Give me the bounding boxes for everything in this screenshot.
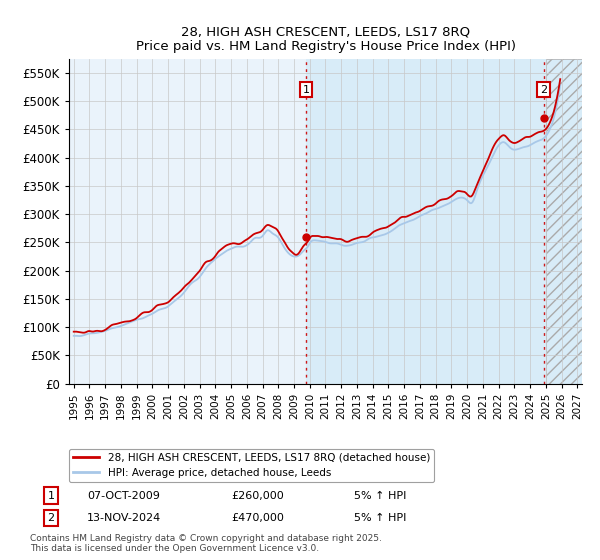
Text: 13-NOV-2024: 13-NOV-2024: [87, 513, 161, 523]
Legend: 28, HIGH ASH CRESCENT, LEEDS, LS17 8RQ (detached house), HPI: Average price, det: 28, HIGH ASH CRESCENT, LEEDS, LS17 8RQ (…: [69, 449, 434, 482]
Text: £470,000: £470,000: [231, 513, 284, 523]
Text: 5% ↑ HPI: 5% ↑ HPI: [354, 513, 406, 523]
Text: Contains HM Land Registry data © Crown copyright and database right 2025.
This d: Contains HM Land Registry data © Crown c…: [30, 534, 382, 553]
Text: £260,000: £260,000: [231, 491, 284, 501]
Text: 2: 2: [540, 85, 547, 95]
Text: 1: 1: [302, 85, 310, 95]
Title: 28, HIGH ASH CRESCENT, LEEDS, LS17 8RQ
Price paid vs. HM Land Registry's House P: 28, HIGH ASH CRESCENT, LEEDS, LS17 8RQ P…: [136, 25, 515, 53]
Text: 07-OCT-2009: 07-OCT-2009: [87, 491, 160, 501]
Text: 1: 1: [47, 491, 55, 501]
Bar: [546, 59, 582, 384]
Bar: [546, 59, 582, 384]
Text: 2: 2: [47, 513, 55, 523]
Bar: [306, 59, 546, 384]
Text: 5% ↑ HPI: 5% ↑ HPI: [354, 491, 406, 501]
